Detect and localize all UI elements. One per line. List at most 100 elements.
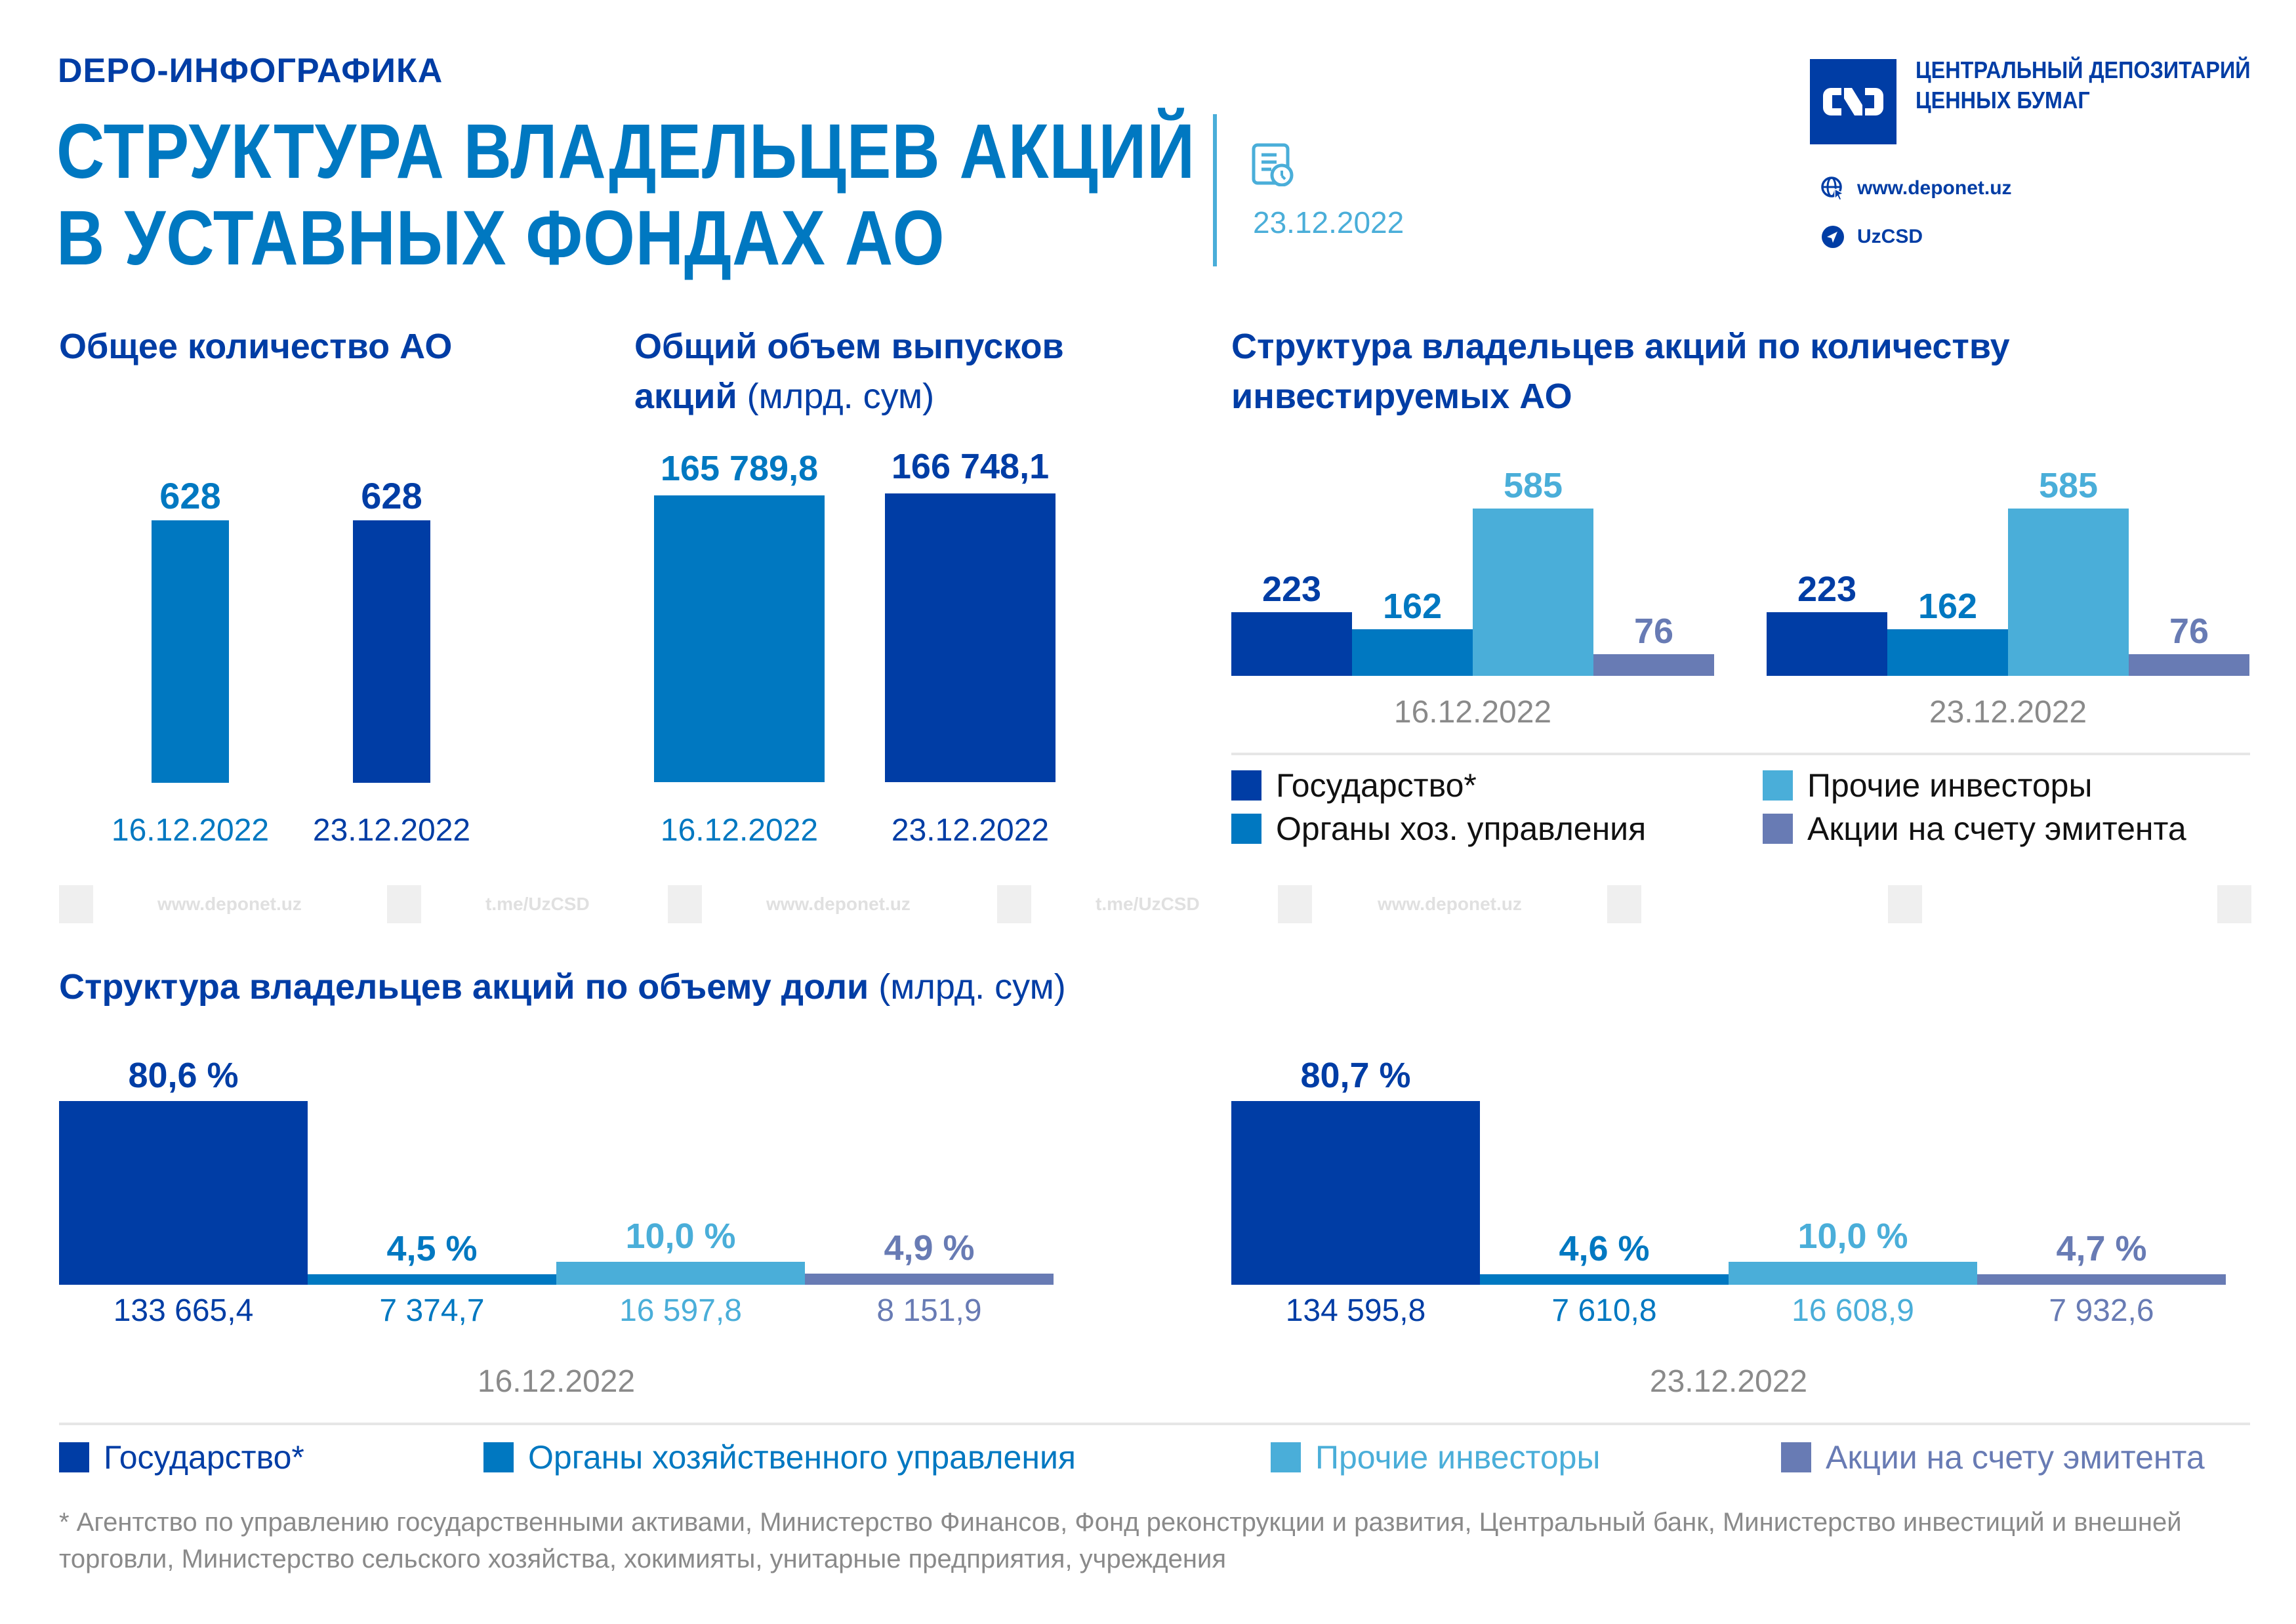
bar-owners-count: [1767, 612, 1887, 676]
percent-label: 10,0 %: [1797, 1217, 1908, 1257]
chart-title-owners-by-count: Структура владельцев акций по количеству…: [1231, 327, 2010, 416]
category-label: 16.12.2022: [1393, 695, 1552, 730]
organization-name: ЦЕНТРАЛЬНЫЙ ДЕПОЗИТАРИЙ ЦЕННЫХ БУМАГ: [1916, 55, 2251, 115]
watermark-csd-icon: [387, 885, 421, 923]
legend-item-other: Прочие инвесторы: [1271, 1438, 1600, 1476]
watermark-csd-icon: [1888, 885, 1922, 923]
value-label: 76: [1633, 611, 1674, 651]
amount-label: 16 597,8: [619, 1293, 742, 1328]
watermark-text: www.deponet.uz: [1378, 894, 1522, 914]
watermark-text: www.deponet.uz: [766, 894, 911, 914]
footnote: * Агентство по управлению государственны…: [59, 1508, 2182, 1573]
bar-total-volume: [885, 493, 1056, 782]
bar-owners-volume: [59, 1101, 308, 1285]
legend-swatch: [1781, 1442, 1811, 1472]
value-label: 585: [1503, 466, 1563, 505]
legend-swatch: [1763, 814, 1793, 844]
legend-divider-bottom: [59, 1423, 2250, 1425]
amount-label: 7 610,8: [1551, 1293, 1657, 1328]
percent-label: 4,5 %: [386, 1229, 478, 1269]
watermark-csd-icon: [2217, 885, 2251, 923]
category-label: 16.12.2022: [477, 1364, 636, 1399]
legend-item-state: Государство*: [59, 1438, 304, 1476]
legend-divider-top: [1231, 753, 2250, 755]
bar-owners-count: [1231, 612, 1352, 676]
legend-item-mgmt: Органы хоз. управления: [1231, 810, 1646, 848]
report-date: 23.12.2022: [1253, 205, 1404, 239]
header-divider: [1213, 114, 1217, 266]
legend-swatch: [1231, 770, 1261, 801]
percent-label: 4,7 %: [2056, 1228, 2147, 1268]
bar-owners-count: [1473, 509, 1593, 676]
legend-swatch: [483, 1442, 514, 1472]
value-label: 223: [1261, 569, 1322, 609]
value-label: 162: [1382, 587, 1443, 627]
value-label: 162: [1917, 587, 1978, 627]
legend-swatch: [59, 1442, 89, 1472]
amount-label: 7 374,7: [379, 1293, 485, 1328]
legend-item-issuer: Акции на счету эмитента: [1781, 1438, 2205, 1476]
chart-title-total-volume: Общий объем выпусков акций (млрд. сум): [634, 327, 1064, 416]
csd-logo-icon: [1810, 59, 1896, 144]
globe-cursor-icon: [1821, 177, 1845, 201]
watermark-csd-icon: [1278, 885, 1312, 923]
watermark-csd-icon: [668, 885, 702, 923]
value-label: 628: [361, 475, 422, 516]
bar-owners-count: [2008, 509, 2129, 676]
legend-item-issuer: Акции на счету эмитента: [1763, 810, 2186, 848]
watermark-text: www.deponet.uz: [157, 894, 302, 914]
bar-owners-volume: [1231, 1100, 1480, 1285]
value-label: 628: [159, 475, 221, 516]
value-label: 223: [1797, 569, 1857, 609]
organization-name-line-2: ЦЕННЫХ БУМАГ: [1916, 87, 2090, 114]
amount-label: 133 665,4: [113, 1293, 254, 1328]
percent-label: 4,9 %: [884, 1228, 975, 1268]
bar-owners-volume: [308, 1274, 556, 1285]
legend-item-other: Прочие инвесторы: [1763, 766, 2092, 804]
page-title-line-1: СТРУКТУРА ВЛАДЕЛЬЦЕВ АКЦИЙ: [56, 108, 1196, 195]
telegram-text: UzCSD: [1857, 226, 1923, 247]
website-link[interactable]: www.deponet.uz: [1820, 176, 2012, 201]
category-label: 23.12.2022: [312, 813, 471, 848]
bar-total-jsc: [353, 520, 430, 783]
bar-owners-count: [1887, 629, 2008, 676]
bar-owners-volume: [556, 1262, 805, 1285]
bar-owners-count: [2129, 654, 2249, 676]
value-label: 76: [2169, 611, 2209, 651]
category-label: 23.12.2022: [891, 813, 1050, 848]
page-title-line-2: В УСТАВНЫХ ФОНДАХ АО: [56, 195, 945, 281]
legend-swatch: [1763, 770, 1793, 801]
percent-label: 80,6 %: [128, 1056, 239, 1095]
percent-label: 10,0 %: [625, 1217, 736, 1257]
value-label: 166 748,1: [891, 447, 1050, 486]
watermark-csd-icon: [59, 885, 93, 923]
value-label: 165 789,8: [660, 448, 819, 488]
bar-total-volume: [654, 495, 825, 782]
category-label: 23.12.2022: [1649, 1364, 1808, 1399]
website-text: www.deponet.uz: [1857, 177, 2012, 199]
legend-swatch: [1231, 814, 1261, 844]
amount-label: 134 595,8: [1285, 1293, 1426, 1328]
watermark-csd-icon: [997, 885, 1031, 923]
amount-label: 7 932,6: [2049, 1293, 2154, 1328]
bar-total-jsc: [152, 520, 229, 783]
telegram-link[interactable]: UzCSD: [1820, 224, 1923, 249]
chart-title-owners-by-volume: Структура владельцев акций по объему дол…: [59, 967, 1066, 1007]
bar-owners-volume: [805, 1273, 1054, 1285]
kicker-label: DEPO-ИНФОГРАФИКА: [58, 52, 443, 90]
bar-owners-volume: [1729, 1262, 1977, 1285]
organization-name-line-1: ЦЕНТРАЛЬНЫЙ ДЕПОЗИТАРИЙ: [1916, 56, 2251, 83]
category-label: 16.12.2022: [111, 813, 270, 848]
bar-owners-volume: [1977, 1274, 2226, 1285]
chart-title-total-jsc: Общее количество АО: [59, 327, 453, 366]
legend-swatch: [1271, 1442, 1301, 1472]
amount-label: 8 151,9: [876, 1293, 982, 1328]
watermark-text: t.me/UzCSD: [1096, 894, 1200, 914]
page-title: СТРУКТУРА ВЛАДЕЛЬЦЕВ АКЦИЙ В УСТАВНЫХ ФО…: [56, 108, 1195, 281]
amount-label: 16 608,9: [1792, 1293, 1914, 1328]
legend-item-state: Государство*: [1231, 766, 1477, 804]
bar-owners-count: [1352, 629, 1473, 676]
legend-item-mgmt: Органы хозяйственного управления: [483, 1438, 1076, 1476]
telegram-icon: [1822, 226, 1844, 248]
bar-owners-volume: [1480, 1274, 1729, 1285]
